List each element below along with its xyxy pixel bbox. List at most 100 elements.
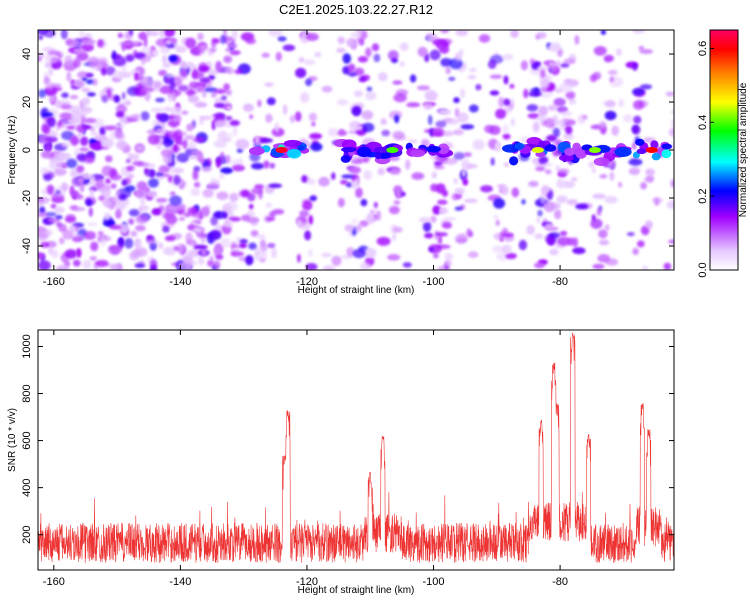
noise-blob <box>359 262 371 270</box>
signal-blob <box>410 149 426 158</box>
noise-blob <box>480 185 493 193</box>
noise-blob <box>178 216 185 221</box>
noise-blob <box>608 69 618 76</box>
noise-blob <box>275 51 282 62</box>
noise-blob <box>162 173 170 178</box>
noise-blob <box>446 118 460 125</box>
noise-blob <box>651 197 663 204</box>
noise-blob <box>520 60 529 71</box>
noise-blob <box>430 215 437 223</box>
noise-blob <box>435 120 447 128</box>
noise-blob <box>352 248 366 259</box>
noise-blob <box>565 91 576 99</box>
noise-blob <box>115 111 125 118</box>
noise-blob <box>299 210 309 218</box>
spectrogram-signal-layer <box>248 136 672 166</box>
noise-blob <box>69 224 76 234</box>
spectrogram-panel: -160 -140 -120 -100 -80 -40 -20 0 20 40 Height of… <box>7 29 675 296</box>
noise-blob <box>172 115 179 123</box>
noise-blob <box>632 247 639 256</box>
x-tick-label: -100 <box>423 276 445 288</box>
noise-blob <box>201 166 213 172</box>
noise-blob <box>162 225 170 233</box>
noise-blob <box>461 168 466 177</box>
noise-blob <box>251 187 263 195</box>
noise-blob <box>74 223 79 232</box>
noise-blob <box>58 237 65 245</box>
noise-blob <box>227 133 233 138</box>
signal-blob <box>593 157 610 166</box>
noise-blob <box>337 36 345 45</box>
noise-blob <box>213 89 228 94</box>
noise-blob <box>72 236 83 243</box>
noise-blob <box>140 86 154 93</box>
snr-x-tick-label: -120 <box>296 576 318 588</box>
noise-blob <box>250 162 265 170</box>
noise-blob <box>393 200 401 205</box>
noise-blob <box>169 106 183 116</box>
noise-blob <box>493 232 505 241</box>
noise-blob <box>81 87 91 93</box>
noise-blob <box>448 76 456 81</box>
snr-frame <box>37 329 675 571</box>
noise-blob <box>562 180 576 189</box>
noise-blob <box>575 203 589 210</box>
noise-blob <box>131 249 140 258</box>
noise-blob <box>504 106 512 114</box>
noise-blob <box>223 30 227 36</box>
noise-blob <box>428 247 435 252</box>
noise-blob <box>604 195 618 204</box>
noise-blob <box>223 83 231 91</box>
noise-blob <box>38 252 46 260</box>
noise-blob <box>225 154 231 164</box>
noise-blob <box>240 32 255 42</box>
noise-blob <box>492 245 505 253</box>
noise-blob <box>350 180 359 189</box>
noise-blob <box>553 97 566 107</box>
noise-blob <box>181 131 187 136</box>
noise-blob <box>81 172 91 180</box>
noise-blob <box>540 69 546 79</box>
noise-blob <box>599 174 608 179</box>
noise-blob <box>391 233 397 242</box>
noise-blob <box>159 85 173 94</box>
noise-blob <box>113 94 121 103</box>
noise-blob <box>454 187 465 195</box>
noise-blob <box>169 81 176 90</box>
noise-blob <box>95 259 109 268</box>
noise-blob <box>229 192 239 202</box>
noise-blob <box>61 92 69 98</box>
y-tick-label: 40 <box>21 48 33 60</box>
noise-blob <box>213 260 221 270</box>
noise-blob <box>592 193 606 200</box>
noise-blob <box>76 51 89 61</box>
noise-blob <box>431 171 437 179</box>
noise-blob <box>433 160 443 167</box>
noise-blob <box>187 207 198 215</box>
noise-blob <box>408 139 418 144</box>
noise-blob <box>159 30 165 38</box>
noise-blob <box>124 238 134 249</box>
noise-blob <box>362 156 370 163</box>
noise-blob <box>147 134 160 145</box>
noise-blob <box>45 136 58 143</box>
noise-blob <box>439 45 450 54</box>
noise-blob <box>424 232 434 239</box>
noise-blob <box>365 91 377 101</box>
noise-blob <box>468 104 479 113</box>
noise-blob <box>38 233 49 238</box>
noise-blob <box>460 88 466 99</box>
noise-blob <box>158 165 171 173</box>
noise-blob <box>489 74 503 79</box>
noise-blob <box>511 187 520 198</box>
noise-blob <box>556 60 561 69</box>
noise-blob <box>61 142 71 148</box>
noise-blob <box>490 157 495 166</box>
noise-blob <box>365 47 372 58</box>
signal-blob <box>297 145 305 151</box>
noise-blob <box>432 127 444 136</box>
noise-blob <box>136 145 145 151</box>
noise-blob <box>216 191 229 200</box>
signal-blob <box>340 155 351 163</box>
noise-blob <box>213 139 227 149</box>
